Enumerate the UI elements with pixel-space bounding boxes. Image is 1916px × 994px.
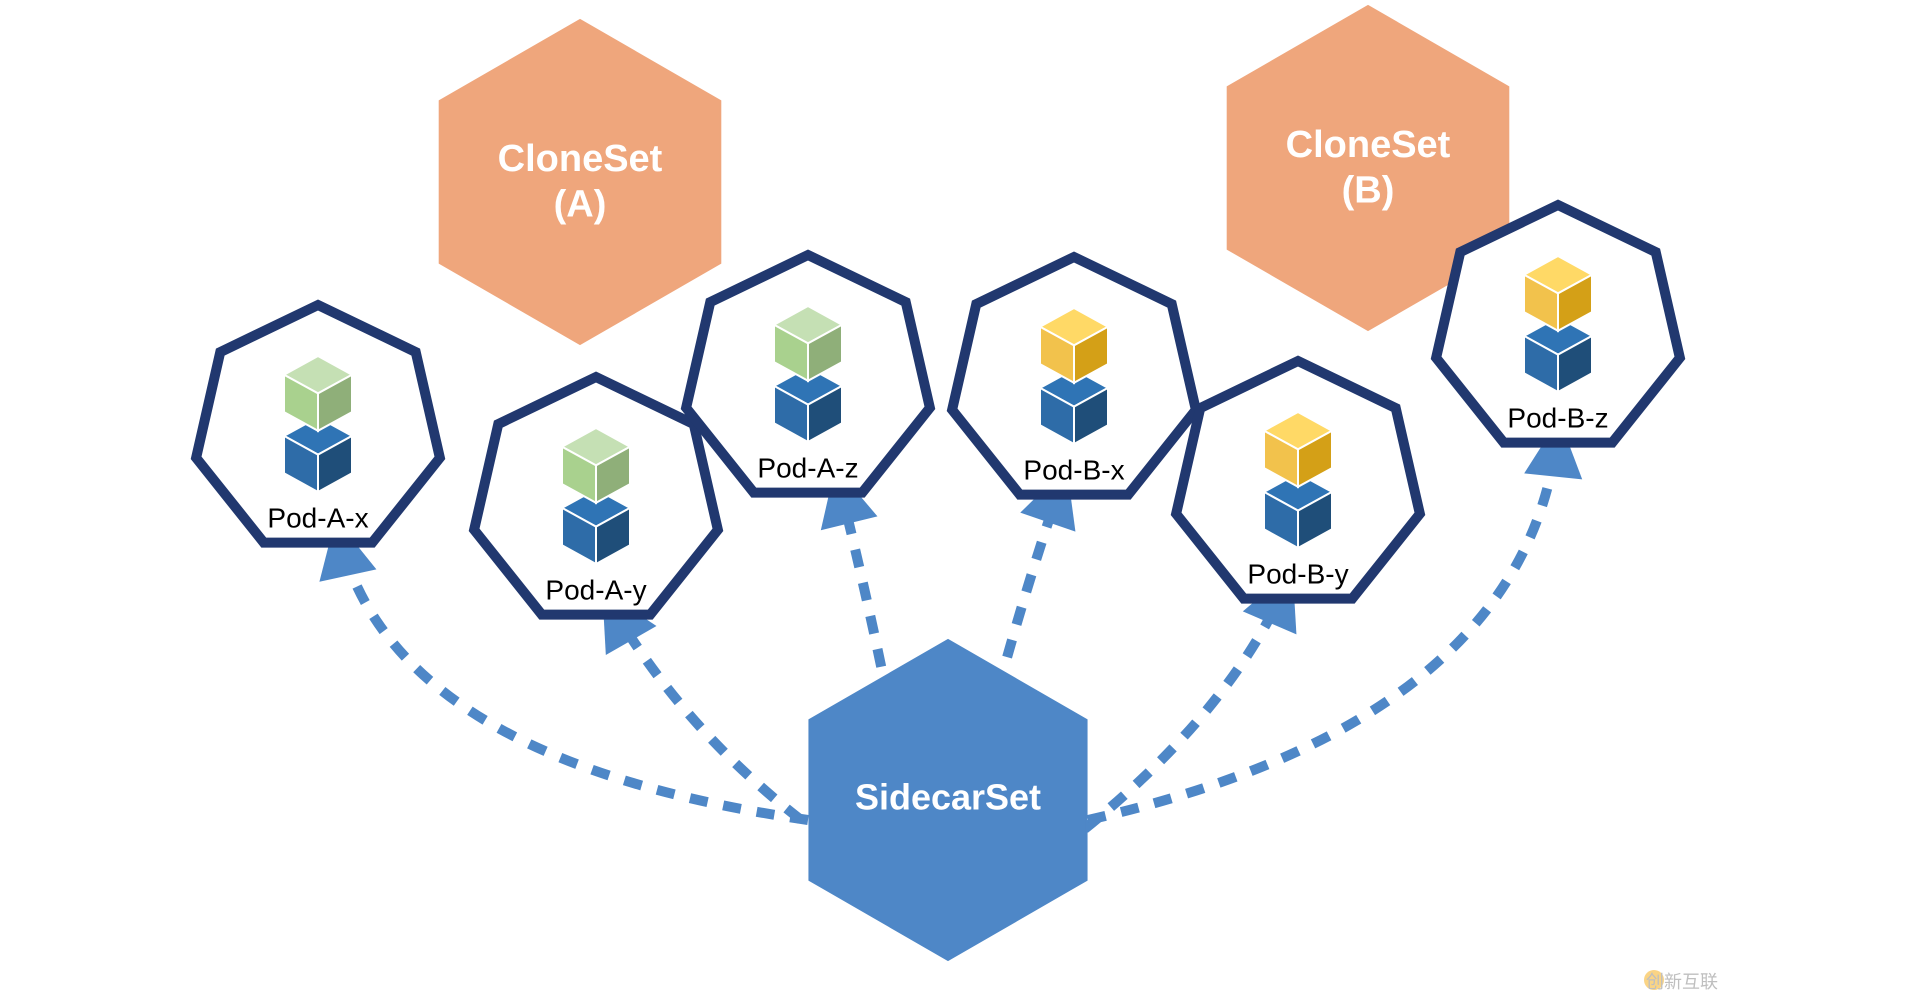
edge-to-pod-a-y (608, 600, 828, 840)
pod-b-y: Pod-B-y (1176, 361, 1420, 599)
pod-b-z: Pod-B-z (1436, 205, 1680, 443)
edge-to-pod-b-y (1058, 580, 1288, 850)
cloneA-label-line1: CloneSet (498, 138, 663, 180)
pod-a-y: Pod-A-y (474, 377, 718, 615)
pod-b-x-label: Pod-B-x (1023, 454, 1124, 485)
pod-b-x: Pod-B-x (952, 257, 1196, 495)
cloneA-label-line2: (A) (554, 184, 607, 226)
hexagon-icon (440, 20, 721, 344)
cloneB-label-line1: CloneSet (1286, 124, 1451, 166)
cloneB-label-line2: (B) (1342, 170, 1395, 212)
pod-a-z: Pod-A-z (686, 255, 930, 493)
watermark-text: 创新互联 (1646, 972, 1718, 992)
cloneA-hexagon: CloneSet(A) (440, 20, 721, 344)
watermark: 创新互联 (1644, 970, 1718, 992)
edge-to-pod-a-z (838, 478, 888, 700)
pod-b-z-label: Pod-B-z (1507, 402, 1608, 433)
pod-a-x-label: Pod-A-x (267, 502, 368, 533)
pod-a-z-label: Pod-A-z (757, 452, 858, 483)
sidecar-label-line1: SidecarSet (855, 777, 1041, 818)
pod-b-y-label: Pod-B-y (1247, 558, 1348, 589)
sidecar-hexagon: SidecarSet (809, 640, 1086, 960)
pod-a-x: Pod-A-x (196, 305, 440, 543)
edge-to-pod-b-x (998, 478, 1063, 690)
pod-a-y-label: Pod-A-y (545, 574, 646, 605)
